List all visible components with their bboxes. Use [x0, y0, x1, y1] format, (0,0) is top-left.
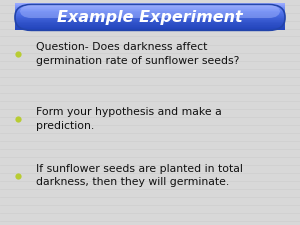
Bar: [15, 24, 285, 25]
Text: Form your hypothesis and make a
prediction.: Form your hypothesis and make a predicti…: [36, 108, 222, 131]
Bar: [15, 23, 285, 25]
Bar: [15, 12, 285, 13]
Bar: [15, 19, 285, 20]
Bar: [15, 5, 285, 7]
Bar: [15, 22, 285, 23]
Bar: [15, 14, 285, 16]
Bar: [15, 13, 285, 14]
Bar: [15, 9, 285, 10]
Bar: [15, 20, 285, 21]
Bar: [15, 3, 285, 4]
Bar: [15, 26, 285, 27]
Bar: [15, 14, 285, 15]
Bar: [15, 15, 285, 16]
Bar: [15, 8, 285, 9]
Bar: [15, 27, 285, 28]
FancyBboxPatch shape: [20, 5, 281, 18]
Bar: [15, 7, 285, 8]
Bar: [15, 27, 285, 28]
Text: Question- Does darkness affect
germination rate of sunflower seeds?: Question- Does darkness affect germinati…: [36, 42, 239, 66]
Bar: [15, 11, 285, 12]
Bar: [15, 23, 285, 24]
Bar: [15, 6, 285, 7]
Bar: [15, 11, 285, 12]
Bar: [15, 5, 285, 6]
Bar: [15, 18, 285, 19]
Bar: [15, 12, 285, 14]
Bar: [15, 25, 285, 26]
Text: Example Experiment: Example Experiment: [57, 10, 243, 25]
Bar: [15, 7, 285, 8]
Bar: [15, 22, 285, 23]
Bar: [15, 4, 285, 5]
Bar: [15, 20, 285, 21]
Bar: [15, 25, 285, 27]
Bar: [15, 16, 285, 18]
Bar: [15, 21, 285, 22]
Bar: [15, 28, 285, 29]
Bar: [15, 9, 285, 10]
FancyBboxPatch shape: [15, 4, 285, 30]
Bar: [15, 10, 285, 11]
Bar: [15, 16, 285, 17]
Text: If sunflower seeds are planted in total
darkness, then they will germinate.: If sunflower seeds are planted in total …: [36, 164, 243, 187]
Bar: [15, 29, 285, 30]
Bar: [15, 18, 285, 19]
Bar: [15, 17, 285, 18]
